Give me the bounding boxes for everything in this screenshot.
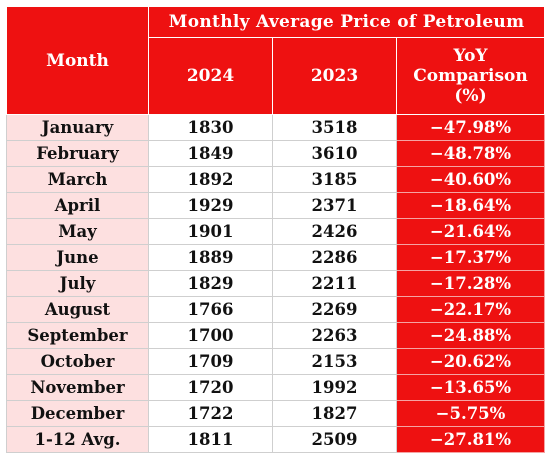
month-cell: January — [6, 114, 149, 141]
yoy-cell: −22.17% — [395, 296, 546, 323]
price-2023-cell: 3610 — [272, 140, 397, 167]
table-row: May 1901 2426 −21.64% — [6, 218, 546, 245]
price-2024-cell: 1722 — [148, 400, 273, 427]
yoy-cell: −17.37% — [395, 244, 546, 271]
table-row: August 1766 2269 −22.17% — [6, 296, 546, 323]
yoy-cell: −48.78% — [395, 140, 546, 167]
table-title: Monthly Average Price of Petroleum — [147, 6, 546, 38]
price-2023-cell: 2211 — [272, 270, 397, 297]
table-row: December 1722 1827 −5.75% — [6, 400, 546, 427]
price-2023-cell: 1992 — [272, 374, 397, 401]
month-cell: March — [6, 166, 149, 193]
price-2024-cell: 1830 — [148, 114, 273, 141]
yoy-cell: −27.81% — [395, 426, 546, 453]
month-cell: November — [6, 374, 149, 401]
yoy-cell: −5.75% — [395, 400, 546, 427]
table-row: February 1849 3610 −48.78% — [6, 140, 546, 167]
price-2023-cell: 1827 — [272, 400, 397, 427]
table-row: July 1829 2211 −17.28% — [6, 270, 546, 297]
price-2023-cell: 2426 — [272, 218, 397, 245]
year-2023-header: 2023 — [272, 37, 397, 115]
price-2024-cell: 1720 — [148, 374, 273, 401]
price-2023-cell: 2153 — [272, 348, 397, 375]
table-row: September 1700 2263 −24.88% — [6, 322, 546, 349]
yoy-header-line2: Comparison — [413, 66, 528, 86]
yoy-header-line3: (%) — [454, 86, 487, 106]
table-body: January 1830 3518 −47.98% February 1849 3610−… — [6, 114, 546, 453]
month-cell: October — [6, 348, 149, 375]
table-row: January 1830 3518 −47.98% — [6, 114, 546, 141]
yoy-comparison-header: YoY Comparison (%) — [395, 37, 546, 115]
price-2024-cell: 1766 — [148, 296, 273, 323]
table-row: October 1709 2153 −20.62% — [6, 348, 546, 375]
yoy-cell: −40.60% — [395, 166, 546, 193]
table-row: April 1929 2371 −18.64% — [6, 192, 546, 219]
price-2024-cell: 1700 — [148, 322, 273, 349]
month-cell: December — [6, 400, 149, 427]
month-cell: May — [6, 218, 149, 245]
price-2024-cell: 1892 — [148, 166, 273, 193]
price-2024-cell: 1901 — [148, 218, 273, 245]
month-cell: July — [6, 270, 149, 297]
yoy-cell: −17.28% — [395, 270, 546, 297]
month-cell: September — [6, 322, 149, 349]
month-cell: February — [6, 140, 149, 167]
month-cell: June — [6, 244, 149, 271]
year-2024-header: 2024 — [148, 37, 273, 115]
price-2023-cell: 2371 — [272, 192, 397, 219]
yoy-cell: −47.98% — [395, 114, 546, 141]
yoy-cell: −20.62% — [395, 348, 546, 375]
price-2024-cell: 1709 — [148, 348, 273, 375]
table-row: March 1892 3185 −40.60% — [6, 166, 546, 193]
month-column-header: Month — [6, 6, 149, 115]
yoy-cell: −18.64% — [395, 192, 546, 219]
price-2024-cell: 1829 — [148, 270, 273, 297]
yoy-cell: −13.65% — [395, 374, 546, 401]
petroleum-price-table: Month Monthly Average Price of Petroleum… — [6, 6, 546, 453]
yoy-cell: −21.64% — [395, 218, 546, 245]
price-2024-cell: 1849 — [148, 140, 273, 167]
price-2023-cell: 2263 — [272, 322, 397, 349]
price-2023-cell: 3185 — [272, 166, 397, 193]
price-2024-cell: 1889 — [148, 244, 273, 271]
yoy-header-line1: YoY — [453, 46, 488, 66]
price-2023-cell: 2286 — [272, 244, 397, 271]
month-cell: 1-12 Avg. — [6, 426, 149, 453]
table-row: November 1720 1992 −13.65% — [6, 374, 546, 401]
price-2024-cell: 1929 — [148, 192, 273, 219]
month-cell: April — [6, 192, 149, 219]
price-2023-cell: 3518 — [272, 114, 397, 141]
price-2023-cell: 2509 — [272, 426, 397, 453]
month-cell: August — [6, 296, 149, 323]
table-row: June 1889 2286 −17.37% — [6, 244, 546, 271]
price-2024-cell: 1811 — [148, 426, 273, 453]
table-row: 1-12 Avg. 1811 2509 −27.81% — [6, 426, 546, 453]
yoy-cell: −24.88% — [395, 322, 546, 349]
price-2023-cell: 2269 — [272, 296, 397, 323]
price-table-container: Month Monthly Average Price of Petroleum… — [6, 6, 546, 455]
